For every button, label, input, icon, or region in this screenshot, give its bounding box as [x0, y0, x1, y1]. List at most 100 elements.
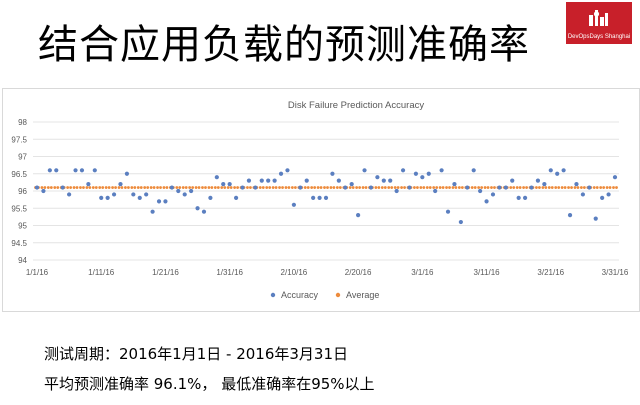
average-point	[261, 186, 265, 189]
accuracy-point	[368, 185, 374, 190]
legend-marker-average	[335, 292, 341, 298]
accuracy-point	[394, 188, 399, 194]
average-point	[293, 186, 297, 189]
average-point	[82, 186, 85, 189]
average-point	[483, 186, 487, 189]
average-point	[79, 186, 82, 189]
average-point	[271, 186, 275, 189]
accuracy-point	[195, 206, 200, 211]
average-point	[432, 186, 436, 189]
accuracy-point	[144, 192, 149, 197]
accuracy-point	[349, 182, 354, 187]
average-point	[258, 186, 262, 189]
average-point	[387, 186, 391, 189]
average-point	[522, 186, 525, 189]
accuracy-point	[600, 195, 605, 200]
accuracy-point	[490, 192, 496, 197]
average-point	[162, 186, 166, 189]
average-point	[91, 186, 95, 189]
average-point	[573, 186, 577, 189]
average-point	[46, 186, 50, 189]
average-point	[332, 186, 336, 189]
accuracy-point	[452, 182, 457, 187]
average-point	[335, 186, 339, 189]
accuracy-point	[510, 178, 515, 183]
average-point	[358, 186, 362, 189]
average-point	[40, 186, 44, 189]
average-point	[278, 186, 281, 189]
accuracy-point	[99, 195, 104, 200]
accuracy-point	[311, 195, 316, 200]
accuracy-point	[407, 185, 412, 190]
average-point	[422, 186, 426, 189]
average-point	[535, 186, 538, 189]
accuracy-point	[41, 188, 46, 194]
accuracy-point	[458, 219, 463, 225]
average-point	[149, 186, 153, 189]
average-point	[538, 186, 541, 189]
accuracy-point	[105, 195, 110, 200]
accuracy-point	[471, 168, 476, 173]
accuracy-point	[298, 185, 303, 190]
average-point	[374, 186, 378, 189]
accuracy-point	[111, 192, 117, 197]
accuracy-point	[567, 213, 573, 218]
y-tick-label: 94	[18, 256, 27, 265]
accuracy-point	[555, 171, 560, 176]
average-point	[592, 186, 596, 189]
accuracy-point	[381, 178, 386, 183]
y-tick-label: 96.5	[11, 170, 27, 179]
average-point	[403, 186, 406, 189]
average-point	[595, 186, 599, 189]
average-point	[194, 186, 198, 189]
average-point	[98, 186, 102, 189]
average-point	[223, 186, 227, 189]
average-point	[143, 186, 147, 189]
average-point	[184, 186, 188, 189]
average-point	[56, 186, 60, 189]
average-point	[220, 186, 224, 189]
accuracy-point	[285, 168, 290, 173]
average-point	[361, 186, 365, 189]
average-point	[554, 186, 558, 189]
accuracy-point	[246, 178, 252, 183]
legend-label-average: Average	[346, 290, 379, 300]
average-point	[338, 186, 342, 189]
accuracy-point	[606, 192, 611, 197]
average-point	[313, 186, 317, 189]
average-point	[265, 186, 269, 189]
x-tick-label: 3/11/16	[474, 268, 501, 277]
accuracy-point	[433, 188, 438, 194]
accuracy-point	[118, 182, 123, 187]
legend-label-accuracy: Accuracy	[281, 290, 319, 300]
average-point	[88, 186, 92, 189]
average-point	[454, 186, 458, 189]
average-point	[233, 186, 236, 189]
average-point	[53, 186, 57, 189]
average-point	[43, 186, 47, 189]
accuracy-point	[137, 195, 142, 200]
average-point	[101, 186, 105, 189]
average-point	[133, 186, 137, 189]
average-point	[146, 186, 150, 189]
average-point	[435, 186, 439, 189]
average-point	[136, 186, 140, 189]
average-point	[383, 186, 387, 189]
accuracy-point	[291, 202, 296, 207]
average-point	[547, 186, 551, 189]
average-point	[348, 186, 352, 189]
average-point	[541, 186, 545, 189]
accuracy-point	[356, 213, 361, 218]
average-point	[460, 186, 464, 189]
average-point	[49, 186, 53, 189]
average-point	[178, 186, 182, 189]
conference-logo: DevOpsDays Shanghai	[566, 2, 632, 44]
average-point	[69, 186, 73, 189]
accuracy-point	[208, 195, 213, 200]
average-point	[438, 186, 442, 189]
average-point	[441, 186, 445, 189]
average-point	[111, 186, 114, 189]
average-point	[351, 186, 355, 189]
average-point	[563, 186, 567, 189]
average-point	[316, 186, 320, 189]
